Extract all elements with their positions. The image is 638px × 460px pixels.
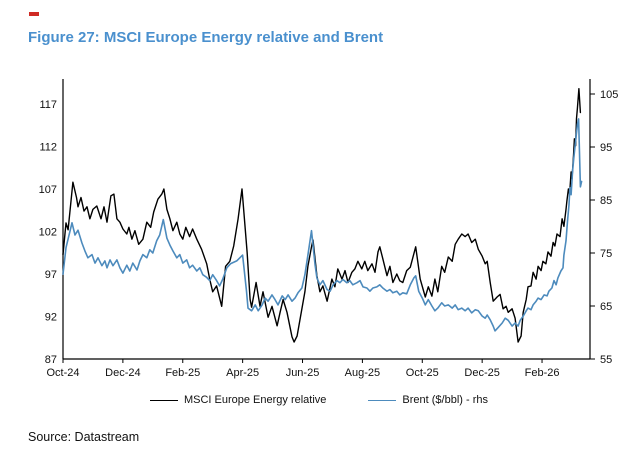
right-tick-label: 85 — [600, 195, 612, 207]
right-tick-label: 75 — [600, 248, 612, 260]
right-tick-label: 95 — [600, 142, 612, 154]
left-tick-label: 87 — [45, 354, 57, 366]
right-tick-label: 55 — [600, 354, 612, 366]
series-line-msci — [62, 88, 582, 343]
series-line-brent — [62, 118, 583, 332]
x-tick-label: Oct-25 — [406, 367, 439, 379]
x-tick-label: Feb-25 — [165, 367, 200, 379]
figure-title: Figure 27: MSCI Europe Energy relative a… — [28, 29, 384, 46]
left-tick-label: 97 — [45, 269, 57, 281]
right-tick-label: 105 — [600, 89, 618, 101]
x-tick-label: Jun-25 — [286, 367, 320, 379]
x-tick-label: Aug-25 — [345, 367, 380, 379]
legend-label-brent: Brent ($/bbl) - rhs — [402, 394, 489, 406]
left-tick-label: 112 — [39, 142, 57, 154]
right-tick-label: 65 — [600, 301, 612, 313]
left-tick-label: 107 — [39, 184, 57, 196]
chart-plot: Oct-24 Dec-24 Feb-25 Apr-25 Jun-25 Aug-25 Oct-… — [39, 79, 618, 379]
x-tick-label: Oct-24 — [46, 367, 79, 379]
chart-legend: MSCI Europe Energy relative Brent ($/bbl… — [0, 394, 638, 406]
legend-item-brent: Brent ($/bbl) - rhs — [368, 394, 488, 406]
legend-item-msci: MSCI Europe Energy relative — [149, 394, 327, 406]
source-note: Source: Datastream — [28, 430, 140, 444]
red-dash-icon — [29, 12, 39, 16]
legend-label-msci: MSCI Europe Energy relative — [183, 394, 327, 406]
msci-line-swatch-icon — [149, 399, 178, 401]
x-tick-label: Dec-24 — [105, 367, 140, 379]
x-tick-label: Feb-26 — [525, 367, 560, 379]
left-tick-label: 92 — [45, 312, 57, 324]
left-tick-label: 117 — [39, 99, 57, 111]
x-tick-label: Dec-25 — [464, 367, 499, 379]
brent-line-swatch-icon — [368, 399, 397, 401]
left-tick-label: 102 — [39, 227, 57, 239]
x-tick-label: Apr-25 — [226, 367, 259, 379]
